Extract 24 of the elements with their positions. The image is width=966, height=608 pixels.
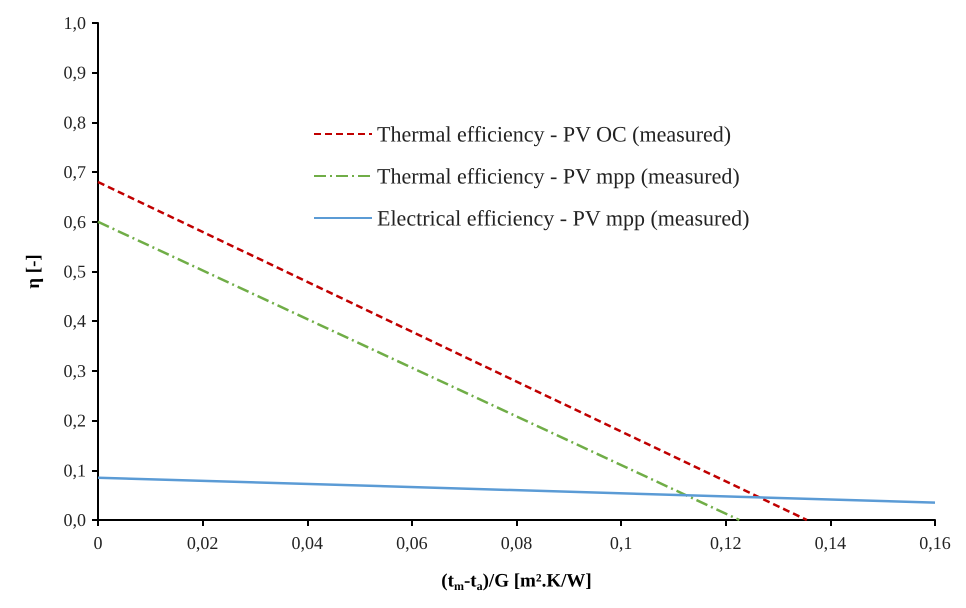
x-tick-label: 0,14 <box>814 533 846 553</box>
y-tick-label: 0,8 <box>64 112 86 132</box>
x-tick-label: 0 <box>94 533 102 553</box>
legend-label: Thermal efficiency - PV OC (measured) <box>377 122 732 146</box>
x-tick-label: 0,02 <box>186 533 218 553</box>
x-tick-label: 0,06 <box>396 533 428 553</box>
legend-label: Thermal efficiency - PV mpp (measured) <box>377 164 740 188</box>
y-tick-label: 0,0 <box>64 510 86 530</box>
y-axis-title: η [-] <box>23 254 44 289</box>
y-tick-label: 1,0 <box>64 13 86 33</box>
x-tick-label: 0,12 <box>710 533 742 553</box>
x-tick-label: 0,1 <box>610 533 632 553</box>
x-tick-label: 0,16 <box>919 533 951 553</box>
y-tick-label: 0,6 <box>64 212 86 232</box>
y-tick-label: 0,9 <box>64 62 86 83</box>
y-tick-label: 0,5 <box>64 262 86 282</box>
x-tick-label: 0,08 <box>500 533 532 553</box>
y-tick-label: 0,7 <box>64 162 86 182</box>
y-tick-label: 0,1 <box>64 460 86 480</box>
y-tick-label: 0,4 <box>64 311 86 332</box>
legend-label: Electrical efficiency - PV mpp (measured) <box>377 206 750 230</box>
y-tick-label: 0,3 <box>64 360 86 381</box>
x-tick-label: 0,04 <box>292 533 323 553</box>
y-tick-label: 0,2 <box>64 410 86 431</box>
